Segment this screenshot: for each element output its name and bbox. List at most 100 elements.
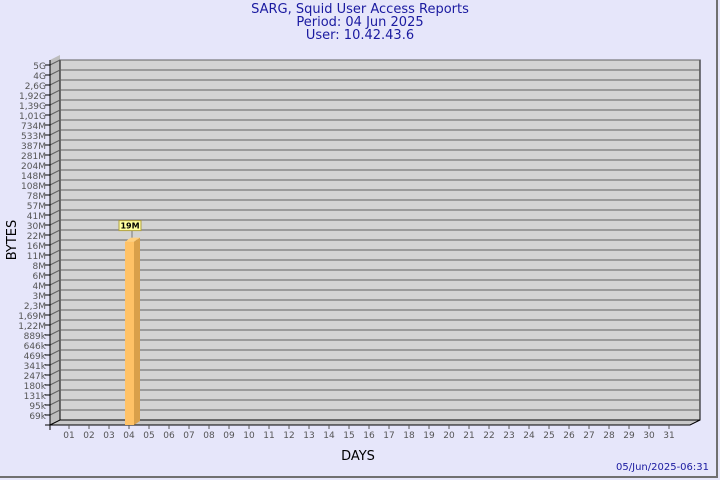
x-tick-label: 25 (543, 431, 554, 441)
gridline-side (49, 189, 61, 196)
x-tick-label: 11 (263, 431, 274, 441)
gridline-side (49, 319, 61, 326)
x-tick-label: 21 (463, 431, 474, 441)
x-tick-label: 26 (563, 431, 575, 441)
y-tick-label: 2,3M (24, 302, 46, 312)
x-axis-label: DAYS (341, 449, 375, 464)
x-tick-label: 29 (623, 431, 635, 441)
y-tick-label: 108M (21, 182, 46, 192)
x-tick-label: 02 (83, 431, 94, 441)
x-tick-label: 01 (63, 431, 74, 441)
y-tick-label: 889k (24, 332, 47, 342)
x-tick-label: 18 (403, 431, 415, 441)
bar-side (134, 237, 140, 425)
x-tick-label: 17 (383, 431, 394, 441)
gridline-side (49, 199, 61, 206)
gridline-side (49, 149, 61, 156)
gridline-side (49, 99, 61, 106)
x-tick-label: 19 (423, 431, 435, 441)
footer-timestamp: 05/Jun/2025-06:31 (616, 462, 709, 473)
x-tick-label: 28 (603, 431, 615, 441)
floor (49, 419, 701, 426)
y-tick-label: 41M (27, 212, 46, 222)
gridline-side (49, 299, 61, 306)
y-tick-label: 30M (27, 222, 46, 232)
x-tick-label: 06 (163, 431, 175, 441)
y-tick-label: 22M (27, 232, 46, 242)
y-tick-label: 387M (21, 142, 46, 152)
side-wall (50, 55, 60, 425)
gridline-side (49, 359, 61, 366)
x-tick-label: 12 (283, 431, 294, 441)
y-tick-label: 148M (21, 172, 46, 182)
x-tick-label: 24 (523, 431, 535, 441)
x-tick-label: 27 (583, 431, 594, 441)
y-tick-label: 1,39G (19, 102, 46, 112)
x-tick-label: 20 (443, 431, 455, 441)
x-tick-label: 16 (363, 431, 375, 441)
x-tick-label: 31 (663, 431, 674, 441)
gridline-side (49, 369, 61, 376)
data-label-box (118, 220, 142, 232)
y-tick-label: 69k (29, 412, 46, 422)
chart-user: User: 10.42.43.6 (305, 28, 415, 43)
data-label: 19M (120, 222, 139, 231)
gridline-side (49, 249, 61, 256)
x-tick-label: 30 (643, 431, 655, 441)
gridline-side (49, 119, 61, 126)
x-tick-label: 08 (203, 431, 215, 441)
y-tick-label: 4M (33, 282, 47, 292)
y-tick-label: 6M (33, 272, 47, 282)
y-tick-label: 341k (24, 362, 47, 372)
gridline-side (49, 79, 61, 86)
y-tick-label: 4G (33, 72, 46, 82)
y-tick-label: 8M (33, 262, 47, 272)
y-tick-label: 247k (24, 372, 47, 382)
x-tick-label: 14 (323, 431, 335, 441)
gridline-side (49, 349, 61, 356)
bar-top (125, 237, 140, 242)
gridline-side (49, 69, 61, 76)
gridline-side (49, 169, 61, 176)
gridline-side (49, 109, 61, 116)
y-tick-label: 1,22M (18, 322, 46, 332)
chart-period: Period: 04 Jun 2025 (296, 15, 424, 30)
chart-title: SARG, Squid User Access Reports (251, 2, 469, 17)
x-tick-label: 13 (303, 431, 314, 441)
gridline-side (49, 269, 61, 276)
gridline-side (49, 309, 61, 316)
gridline-side (49, 289, 61, 296)
x-tick-label: 03 (103, 431, 114, 441)
y-tick-label: 11M (27, 252, 46, 262)
x-tick-label: 15 (343, 431, 354, 441)
gridline-side (49, 59, 61, 66)
gridline-side (49, 239, 61, 246)
y-tick-label: 646k (24, 342, 47, 352)
y-tick-label: 57M (27, 202, 46, 212)
gridline-side (49, 209, 61, 216)
y-tick-label: 131k (24, 392, 47, 402)
y-tick-label: 533M (21, 132, 46, 142)
y-tick-label: 469k (24, 352, 47, 362)
gridline-side (49, 139, 61, 146)
y-tick-label: 16M (27, 242, 46, 252)
x-tick-label: 05 (143, 431, 154, 441)
gridline-side (49, 89, 61, 96)
x-tick-label: 04 (123, 431, 135, 441)
gridline-side (49, 279, 61, 286)
x-tick-label: 07 (183, 431, 194, 441)
y-tick-label: 281M (21, 152, 46, 162)
gridline-side (49, 409, 61, 416)
y-tick-label: 1,69M (18, 312, 46, 322)
gridline-side (49, 179, 61, 186)
gridline-side (49, 159, 61, 166)
gridline-side (49, 219, 61, 226)
gridline-side (49, 389, 61, 396)
x-tick-label: 22 (483, 431, 494, 441)
y-tick-label: 2,6G (25, 82, 46, 92)
gridline-side (49, 399, 61, 406)
bar-front (125, 241, 134, 425)
y-tick-label: 78M (27, 192, 46, 202)
